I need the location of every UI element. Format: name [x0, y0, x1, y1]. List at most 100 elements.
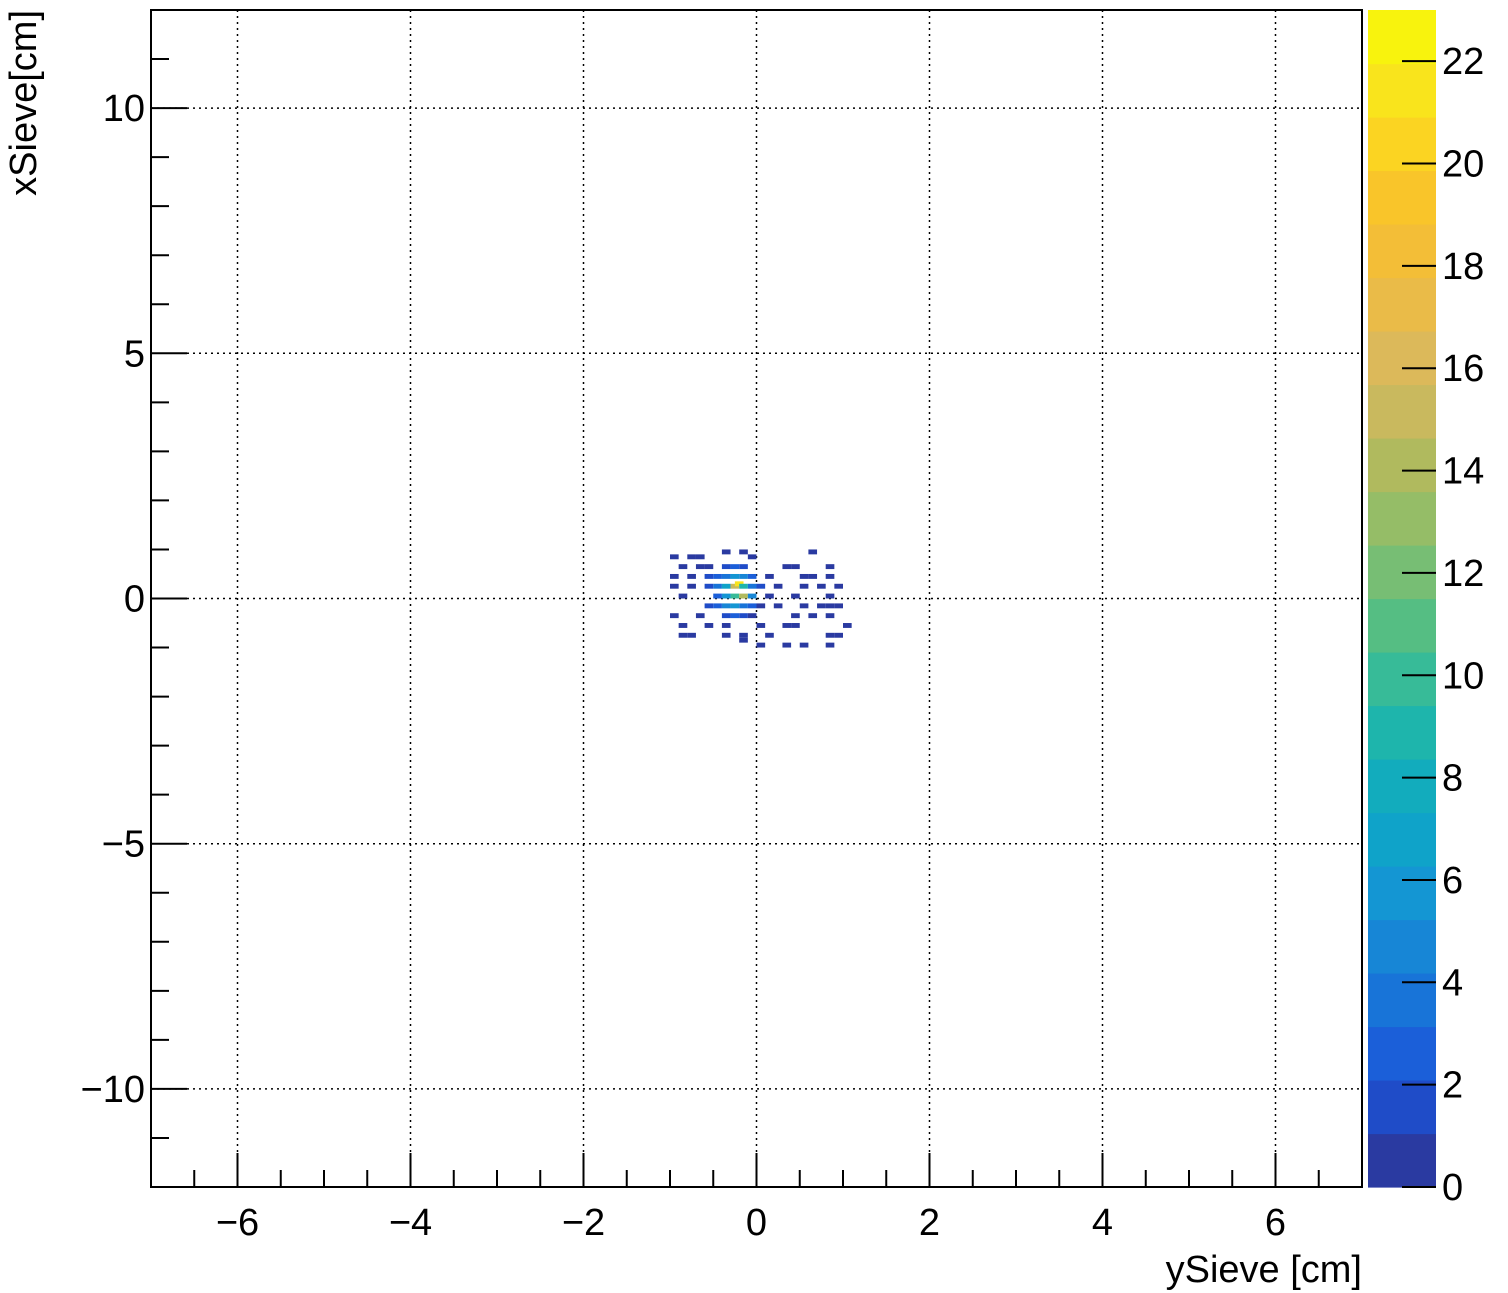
histogram-bin — [713, 593, 722, 599]
histogram-bin — [825, 632, 835, 638]
color-scale-segment — [1368, 63, 1436, 118]
y-tick-label: 5 — [124, 333, 145, 375]
histogram-bin — [713, 583, 722, 589]
histogram-bin — [670, 554, 679, 560]
color-scale-segment — [1368, 117, 1436, 172]
color-scale-segment — [1368, 1080, 1436, 1135]
y-tick-label: 0 — [124, 579, 145, 621]
histogram-bin — [713, 573, 722, 579]
color-scale-segment — [1368, 1133, 1436, 1188]
histogram-bin — [678, 623, 688, 628]
histogram-bin — [687, 554, 696, 560]
x-tick-label: 0 — [746, 1202, 767, 1244]
histogram-bin — [739, 593, 748, 599]
histogram-bin — [799, 573, 809, 579]
color-scale-segment — [1368, 919, 1436, 974]
histogram-bin — [799, 642, 809, 648]
histogram-bin — [782, 564, 792, 570]
histogram-bin — [739, 564, 748, 570]
histogram-bin — [747, 573, 757, 579]
color-scale-label: 14 — [1442, 451, 1484, 493]
histogram-bin — [791, 613, 800, 619]
color-scale-label: 2 — [1442, 1065, 1463, 1107]
histogram-bin — [756, 583, 766, 589]
color-scale-label: 20 — [1442, 144, 1484, 186]
histogram-bin — [678, 564, 688, 570]
color-scale-segment — [1368, 170, 1436, 225]
y-axis-title: xSieve[cm] — [3, 10, 45, 196]
histogram-bin — [825, 593, 835, 599]
color-scale-segment — [1368, 705, 1436, 760]
histogram-bin — [799, 583, 809, 589]
color-scale-label: 4 — [1442, 962, 1463, 1004]
histogram-bin — [670, 583, 679, 589]
histogram-bin — [721, 632, 731, 638]
histogram-bin — [721, 573, 731, 579]
axis-ticks — [151, 58, 1320, 1187]
histogram-bin — [739, 613, 748, 619]
color-scale-segment — [1368, 598, 1436, 653]
histogram-bin — [695, 564, 705, 570]
color-scale-label: 22 — [1442, 41, 1484, 83]
histogram-bin — [825, 642, 835, 648]
histogram-bin — [730, 564, 740, 570]
histogram-bin — [704, 603, 714, 609]
color-scale-bar — [1368, 10, 1436, 1188]
color-scale-label: 6 — [1442, 860, 1463, 902]
histogram-bin — [765, 632, 774, 638]
histogram-bins — [670, 549, 852, 648]
color-scale-label: 0 — [1442, 1167, 1463, 1209]
histogram-bin — [704, 583, 714, 589]
histogram-bin — [782, 623, 792, 628]
color-scale-segment — [1368, 812, 1436, 867]
histogram-bin — [747, 583, 757, 589]
histogram-bin — [730, 573, 740, 579]
histogram-bin — [687, 583, 696, 589]
color-scale-segment — [1368, 384, 1436, 439]
histogram-bin — [721, 564, 731, 570]
y-tick-label: −10 — [81, 1069, 145, 1111]
histogram-bin — [773, 603, 783, 609]
color-scale-segment — [1368, 491, 1436, 546]
color-scale-label: 12 — [1442, 553, 1484, 595]
histogram-bin — [730, 593, 740, 599]
color-scale-segment — [1368, 759, 1436, 814]
histogram-bin — [791, 564, 800, 570]
x-tick-label: −2 — [562, 1202, 605, 1244]
color-scale-segment — [1368, 973, 1436, 1028]
histogram-bin — [687, 632, 696, 638]
histogram-bin — [817, 603, 826, 609]
histogram-bin — [782, 642, 792, 648]
histogram-bin — [721, 603, 731, 609]
histogram-bin — [817, 583, 826, 589]
histogram-bin — [825, 564, 835, 570]
histogram-bin — [739, 637, 748, 643]
color-scale-segment — [1368, 652, 1436, 707]
histogram-bin — [739, 549, 748, 555]
histogram-bin — [721, 583, 731, 589]
histogram-bin — [747, 603, 757, 609]
x-tick-label: 6 — [1265, 1202, 1286, 1244]
histogram-bin — [687, 573, 696, 579]
histogram-bin — [747, 554, 757, 560]
histogram-bin — [704, 564, 714, 570]
y-tick-label: −5 — [102, 824, 145, 866]
histogram-bin — [756, 642, 766, 648]
color-scale-label: 8 — [1442, 758, 1463, 800]
histogram-bin — [791, 623, 800, 628]
histogram-bin — [773, 583, 783, 589]
histogram-bin — [825, 603, 835, 609]
histogram-bin — [825, 573, 835, 579]
color-scale-segment — [1368, 866, 1436, 921]
histogram-bin — [739, 632, 748, 638]
histogram-bin — [747, 593, 757, 599]
histogram-bin — [730, 613, 740, 619]
histogram-bin — [747, 613, 757, 619]
histogram-bin — [678, 593, 688, 599]
histogram-bin — [756, 623, 766, 628]
x-axis-tick-labels: −6 −4 −2 0 2 4 6 — [216, 1202, 1286, 1244]
histogram-bin — [834, 632, 843, 638]
color-scale-segment — [1368, 438, 1436, 493]
histogram-bin — [799, 603, 809, 609]
